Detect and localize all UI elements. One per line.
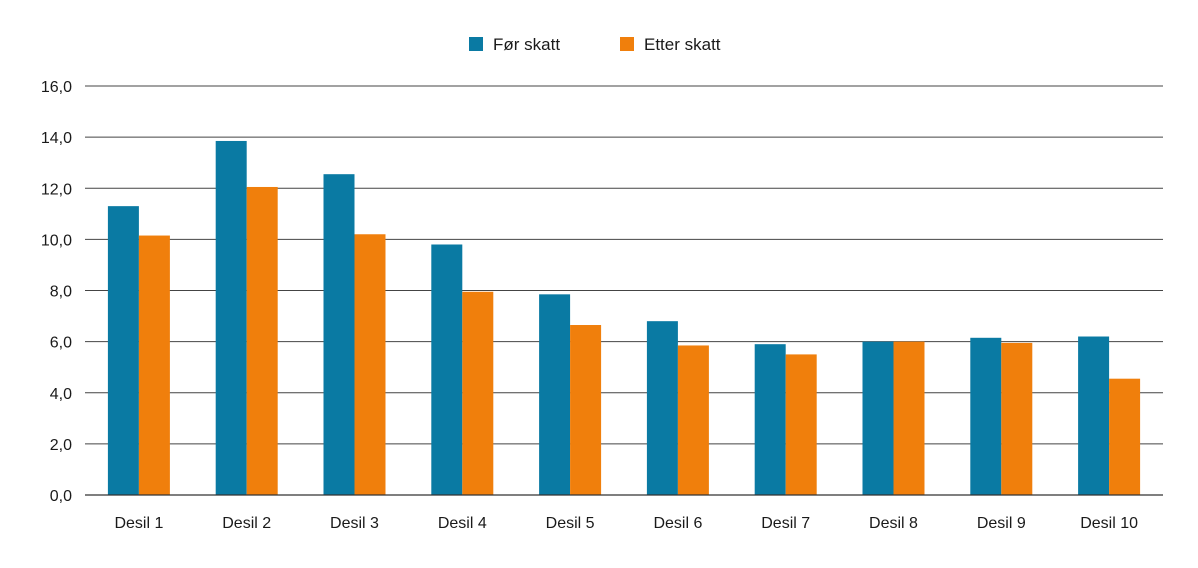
bars: [107, 140, 1141, 496]
y-axis: 0,0 2,0 4,0 6,0 8,0 10,0 12,0 14,0 16,0: [41, 79, 72, 505]
bar-before-tax: [431, 244, 463, 495]
bar-before-tax: [215, 140, 247, 495]
bar-before-tax: [539, 294, 571, 495]
y-tick-label: 16,0: [41, 79, 72, 96]
bar-before-tax: [323, 174, 355, 496]
y-tick-label: 6,0: [50, 335, 72, 352]
bar-after-tax: [785, 354, 817, 495]
y-tick-label: 14,0: [41, 130, 72, 147]
bar-after-tax: [893, 341, 925, 495]
legend: Før skatt Etter skatt: [469, 35, 721, 54]
bar-before-tax: [1078, 336, 1110, 495]
x-tick-label: Desil 5: [546, 515, 595, 532]
bar-after-tax: [1109, 378, 1141, 495]
y-tick-label: 12,0: [41, 181, 72, 198]
bar-before-tax: [754, 344, 786, 495]
bar-after-tax: [246, 186, 278, 496]
bar-after-tax: [462, 291, 494, 495]
bar-after-tax: [570, 325, 602, 495]
x-tick-label: Desil 2: [222, 515, 271, 532]
bar-before-tax: [646, 321, 678, 495]
y-tick-label: 0,0: [50, 488, 72, 505]
x-tick-label: Desil 9: [977, 515, 1026, 532]
bar-after-tax: [354, 234, 386, 495]
legend-swatch-after-tax: [620, 37, 634, 51]
x-tick-label: Desil 1: [114, 515, 163, 532]
y-tick-label: 2,0: [50, 437, 72, 454]
legend-swatch-before-tax: [469, 37, 483, 51]
y-tick-label: 8,0: [50, 284, 72, 301]
legend-label-after-tax: Etter skatt: [644, 35, 721, 54]
x-tick-label: Desil 4: [438, 515, 487, 532]
bar-after-tax: [1001, 342, 1033, 495]
y-tick-label: 10,0: [41, 232, 72, 249]
bar-before-tax: [970, 337, 1002, 495]
x-tick-label: Desil 7: [761, 515, 810, 532]
x-axis: Desil 1 Desil 2 Desil 3 Desil 4 Desil 5 Desil…: [85, 494, 1163, 532]
x-tick-label: Desil 8: [869, 515, 918, 532]
x-tick-label: Desil 6: [653, 515, 702, 532]
bar-after-tax: [138, 235, 170, 495]
legend-label-before-tax: Før skatt: [493, 35, 560, 54]
bar-before-tax: [862, 341, 894, 495]
y-tick-label: 4,0: [50, 386, 72, 403]
x-tick-label: Desil 10: [1080, 515, 1138, 532]
x-tick-label: Desil 3: [330, 515, 379, 532]
bar-after-tax: [677, 345, 709, 495]
bar-before-tax: [107, 206, 139, 496]
